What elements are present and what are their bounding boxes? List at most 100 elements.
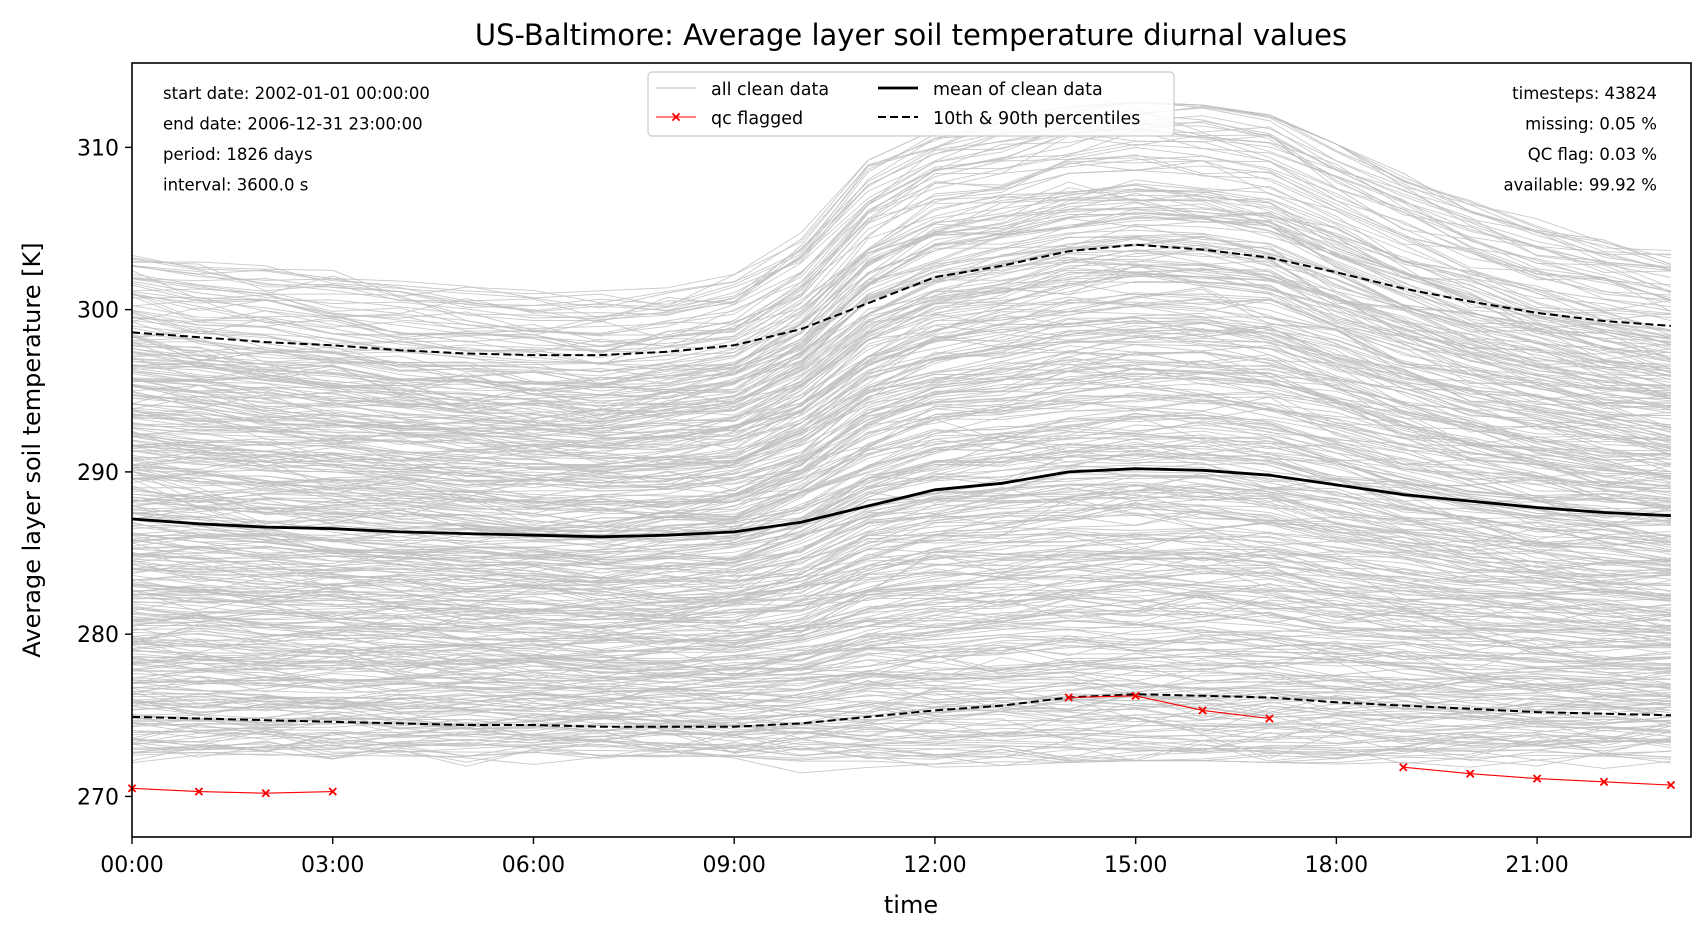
clean-data-line — [132, 671, 1671, 702]
x-tick-label: 12:00 — [903, 853, 966, 878]
clean-data-line — [132, 169, 1671, 364]
clean-data-line — [132, 641, 1671, 681]
clean-data-line — [132, 620, 1671, 671]
qc-flagged-point — [1399, 762, 1408, 772]
clean-data-line — [132, 545, 1671, 617]
clean-data-line — [132, 547, 1671, 622]
clean-data-line — [132, 125, 1671, 320]
qc-flagged-point — [194, 787, 204, 796]
qc-flagged-point — [1465, 769, 1475, 778]
clean-data-line — [132, 684, 1671, 718]
clean-data-line — [132, 407, 1671, 530]
clean-data-line — [132, 577, 1671, 634]
qc-flagged-point — [1599, 777, 1609, 787]
clean-data-line — [132, 183, 1671, 354]
y-axis-label: Average layer soil temperature [K] — [18, 242, 46, 657]
clean-data-line — [132, 345, 1671, 475]
clean-data-line — [132, 565, 1671, 649]
clean-data-line — [132, 236, 1672, 406]
clean-data-line — [132, 247, 1671, 406]
clean-data-line — [132, 248, 1671, 420]
clean-data-line — [132, 286, 1671, 451]
clean-data-line — [132, 646, 1671, 692]
clean-data-line — [132, 413, 1671, 519]
clean-data-line — [132, 189, 1672, 372]
clean-data-line — [132, 359, 1671, 487]
clean-data-line — [132, 489, 1671, 582]
info-right: timesteps: 43824 missing: 0.05 % QC flag: … — [1504, 84, 1657, 195]
clean-data-line — [132, 725, 1671, 753]
clean-data-line — [132, 391, 1671, 525]
clean-data-line — [132, 328, 1671, 461]
clean-data-line — [132, 179, 1671, 364]
y-tick-label: 310 — [77, 136, 119, 161]
clean-data-line — [132, 707, 1671, 740]
clean-data-line — [132, 265, 1671, 437]
legend-label: all clean data — [711, 80, 829, 100]
x-tick-label: 15:00 — [1104, 853, 1167, 878]
info-left-line: interval: 3600.0 s — [163, 176, 308, 195]
legend-item: 10th & 90th percentiles — [878, 109, 1140, 129]
clean-data-line — [132, 710, 1671, 729]
clean-data-line — [132, 729, 1671, 753]
clean-data-line — [132, 101, 1671, 319]
legend-label: qc flagged — [711, 109, 803, 129]
qc-flagged-point — [1532, 774, 1542, 783]
clean-data-line — [132, 299, 1671, 440]
clean-data-line — [132, 352, 1671, 487]
clean-data-line — [132, 463, 1671, 547]
legend: all clean data qc flagged mean of clean da… — [647, 71, 1175, 137]
y-axis: 270 280 290 300 310 — [77, 136, 132, 810]
clean-data-line — [132, 677, 1671, 710]
info-right-line: timesteps: 43824 — [1512, 84, 1657, 103]
clean-data-line — [132, 548, 1671, 624]
clean-data-line — [132, 582, 1671, 649]
clean-data-line — [132, 632, 1671, 674]
clean-data-line — [132, 108, 1671, 315]
clean-data-line — [132, 281, 1671, 439]
clean-data-line — [132, 102, 1671, 307]
clean-data-line — [132, 115, 1671, 319]
x-axis-label: time — [884, 891, 938, 919]
clean-data-line — [132, 319, 1671, 465]
clean-data-line — [132, 274, 1671, 437]
clean-data-line — [132, 344, 1671, 480]
clean-data-line — [132, 336, 1672, 470]
clean-data-line — [132, 201, 1671, 372]
clean-data-line — [132, 217, 1671, 392]
clean-data-line — [132, 267, 1671, 426]
qc-flagged-line — [1068, 695, 1270, 720]
clean-data-line — [132, 692, 1671, 726]
clean-data-line — [132, 107, 1672, 313]
clean-data-line — [132, 717, 1671, 744]
clean-data-line — [132, 740, 1671, 762]
clean-data-line — [132, 333, 1672, 466]
clean-data-line — [132, 508, 1671, 593]
clean-data-line — [132, 367, 1672, 505]
info-right-line: available: 99.92 % — [1504, 176, 1657, 195]
clean-data-line — [132, 746, 1671, 774]
clean-data-line — [132, 296, 1671, 437]
clean-data-line — [132, 124, 1672, 309]
clean-data-line — [132, 536, 1671, 610]
clean-data-line — [132, 296, 1672, 433]
clean-data-line — [132, 652, 1671, 690]
qc-flagged-line — [131, 787, 333, 794]
clean-data-line — [132, 130, 1671, 334]
clean-data-line — [132, 356, 1671, 482]
clean-data-line — [132, 693, 1671, 728]
clean-data-line — [132, 573, 1671, 639]
clean-data-line — [132, 410, 1671, 532]
clean-data-line — [132, 487, 1671, 571]
chart-title: US-Baltimore: Average layer soil tempera… — [475, 18, 1347, 52]
clean-data-line — [132, 216, 1672, 389]
clean-data-line — [132, 224, 1671, 402]
clean-data-line — [132, 738, 1671, 762]
legend-label: mean of clean data — [933, 80, 1103, 100]
clean-data-line — [132, 554, 1671, 617]
series-layer — [132, 243, 1671, 728]
clean-data-line — [132, 416, 1671, 524]
clean-data-line — [132, 557, 1671, 629]
mean-line — [132, 467, 1671, 539]
